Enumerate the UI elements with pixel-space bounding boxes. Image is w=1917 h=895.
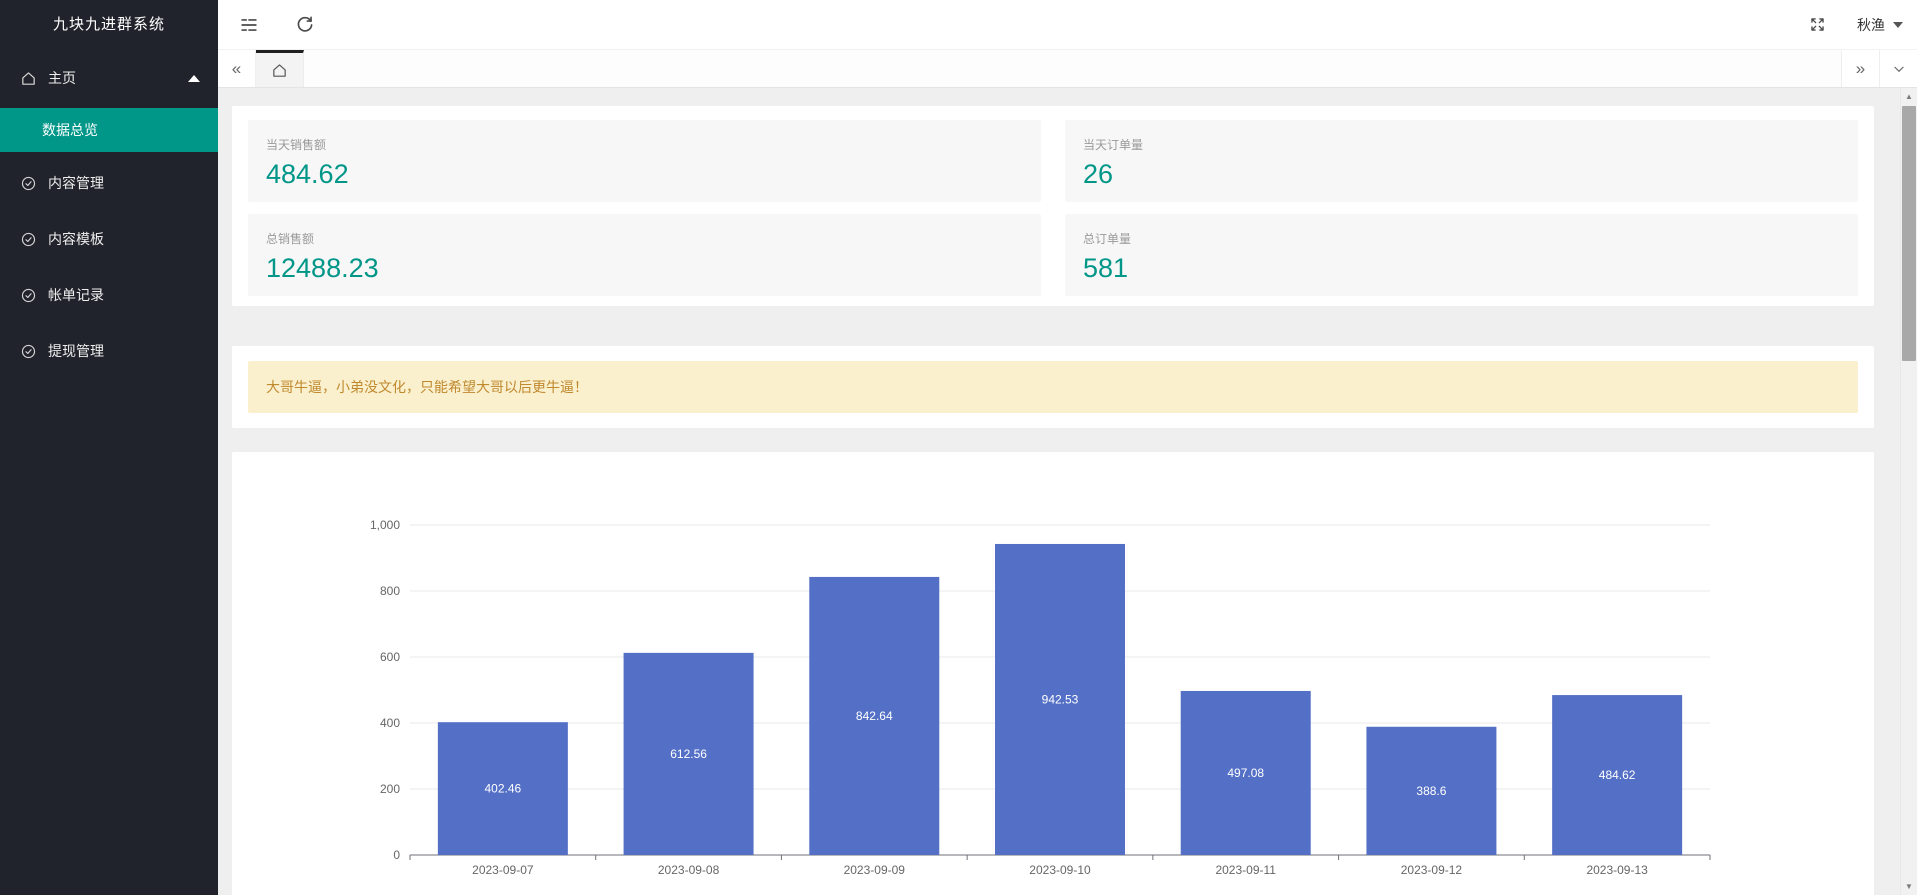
home-icon bbox=[273, 63, 286, 77]
app-logo: 九块九进群系统 bbox=[52, 15, 165, 33]
stat-label: 当天销售额 bbox=[266, 138, 327, 152]
y-axis-tick-label: 0 bbox=[393, 848, 400, 862]
stats-panel: 当天销售额 484.62 当天订单量 26 总销售额 12488.23 总订单量… bbox=[232, 106, 1874, 306]
tabs-scroll-left-button[interactable]: « bbox=[218, 50, 256, 87]
x-axis-category-label: 2023-09-07 bbox=[472, 863, 534, 877]
stat-card-today-sales: 当天销售额 484.62 bbox=[248, 120, 1041, 202]
stat-value: 12488.23 bbox=[266, 253, 379, 283]
sidebar-item-label: 内容模板 bbox=[48, 231, 104, 247]
content-scroll-region: 当天销售额 484.62 当天订单量 26 总销售额 12488.23 总订单量… bbox=[218, 88, 1900, 895]
bar-value-label: 842.64 bbox=[856, 709, 893, 723]
tabbar: « » bbox=[218, 50, 1917, 88]
bar[interactable] bbox=[1180, 690, 1311, 855]
bar[interactable] bbox=[809, 576, 940, 855]
sidebar-item-label: 主页 bbox=[48, 70, 76, 86]
notice-alert: 大哥牛逼，小弟没文化，只能希望大哥以后更牛逼！ bbox=[248, 361, 1858, 413]
collapse-sidebar-icon[interactable] bbox=[238, 14, 260, 36]
x-axis-category-label: 2023-09-13 bbox=[1586, 863, 1648, 877]
stat-card-today-orders: 当天订单量 26 bbox=[1065, 120, 1858, 202]
x-axis-category-label: 2023-09-10 bbox=[1029, 863, 1091, 877]
bar[interactable] bbox=[1552, 695, 1683, 855]
sidebar-item-content-management[interactable]: 内容管理 bbox=[0, 161, 218, 205]
chevron-down-icon bbox=[1893, 21, 1903, 28]
y-axis-tick-label: 1,000 bbox=[370, 518, 400, 532]
chevron-up-icon bbox=[188, 74, 200, 82]
vertical-scrollbar[interactable]: ▲ ▼ bbox=[1900, 88, 1917, 895]
badge-check-icon bbox=[20, 231, 37, 248]
chart-panel: 0 200 400 600 800 1,000 402.46 2023-09-07 612.56… bbox=[232, 452, 1874, 895]
bar[interactable] bbox=[995, 543, 1125, 855]
content-area: 当天销售额 484.62 当天订单量 26 总销售额 12488.23 总订单量… bbox=[218, 88, 1917, 895]
stat-value: 581 bbox=[1083, 253, 1129, 283]
sidebar: 九块九进群系统 主页 数据总览 内容管理 bbox=[0, 0, 218, 895]
badge-check-icon bbox=[20, 287, 37, 304]
bar-value-label: 497.08 bbox=[1227, 766, 1264, 780]
notice-panel: 大哥牛逼，小弟没文化，只能希望大哥以后更牛逼！ bbox=[232, 346, 1874, 428]
tabbar-empty-space bbox=[304, 50, 1841, 87]
fullscreen-icon[interactable] bbox=[1808, 15, 1827, 34]
y-axis-tick-label: 400 bbox=[380, 716, 400, 730]
bar-value-label: 942.53 bbox=[1042, 692, 1079, 706]
badge-check-icon bbox=[20, 175, 37, 192]
sidebar-item-withdrawal-management[interactable]: 提现管理 bbox=[0, 329, 218, 373]
stat-card-total-orders: 总订单量 581 bbox=[1065, 214, 1858, 296]
user-name: 秋渔 bbox=[1857, 16, 1885, 33]
bar-value-label: 388.6 bbox=[1416, 784, 1446, 798]
badge-check-icon bbox=[20, 343, 37, 360]
sidebar-item-billing-records[interactable]: 帐单记录 bbox=[0, 273, 218, 317]
x-axis-category-label: 2023-09-09 bbox=[844, 863, 906, 877]
sidebar-item-content-template[interactable]: 内容模板 bbox=[0, 217, 218, 261]
tabs-scroll-right-button[interactable]: » bbox=[1841, 50, 1879, 87]
sidebar-subitem-label: 数据总览 bbox=[42, 122, 98, 138]
x-axis-category-label: 2023-09-11 bbox=[1215, 863, 1276, 877]
y-axis-tick-label: 200 bbox=[380, 782, 400, 796]
home-icon bbox=[20, 70, 37, 87]
x-axis-category-label: 2023-09-08 bbox=[658, 863, 720, 877]
y-axis-tick-label: 800 bbox=[380, 584, 400, 598]
stat-value: 26 bbox=[1083, 159, 1114, 189]
sidebar-item-home[interactable]: 主页 bbox=[0, 56, 218, 100]
bar[interactable] bbox=[623, 652, 754, 855]
scrollbar-thumb[interactable] bbox=[1902, 106, 1916, 361]
refresh-icon[interactable] bbox=[294, 14, 316, 36]
bar-value-label: 612.56 bbox=[670, 747, 707, 761]
user-menu[interactable]: 秋渔 bbox=[1857, 15, 1903, 35]
stat-value: 484.62 bbox=[266, 159, 349, 189]
bar-value-label: 402.46 bbox=[485, 782, 522, 796]
stat-label: 总订单量 bbox=[1083, 232, 1132, 246]
sidebar-item-data-overview[interactable]: 数据总览 bbox=[0, 108, 218, 152]
stat-label: 当天订单量 bbox=[1083, 138, 1144, 152]
tab-home[interactable] bbox=[256, 50, 304, 87]
scrollbar-down-arrow[interactable]: ▼ bbox=[1905, 882, 1913, 891]
tabs-menu-button[interactable] bbox=[1879, 50, 1917, 87]
bar-value-label: 484.62 bbox=[1599, 768, 1636, 782]
stat-label: 总销售额 bbox=[266, 232, 315, 246]
main-area: 秋渔 « » bbox=[218, 0, 1917, 895]
sidebar-item-label: 帐单记录 bbox=[48, 287, 104, 303]
y-axis-tick-label: 600 bbox=[380, 650, 400, 664]
sidebar-item-label: 内容管理 bbox=[48, 175, 104, 191]
x-axis-category-label: 2023-09-12 bbox=[1401, 863, 1463, 877]
bar[interactable] bbox=[437, 722, 568, 855]
scrollbar-up-arrow[interactable]: ▲ bbox=[1905, 92, 1913, 101]
topbar: 秋渔 bbox=[218, 0, 1917, 50]
bar[interactable] bbox=[1366, 726, 1497, 855]
sales-bar-chart: 0 200 400 600 800 1,000 402.46 2023-09-07 612.56… bbox=[370, 518, 1711, 877]
stat-card-total-sales: 总销售额 12488.23 bbox=[248, 214, 1041, 296]
sidebar-item-label: 提现管理 bbox=[48, 343, 104, 359]
